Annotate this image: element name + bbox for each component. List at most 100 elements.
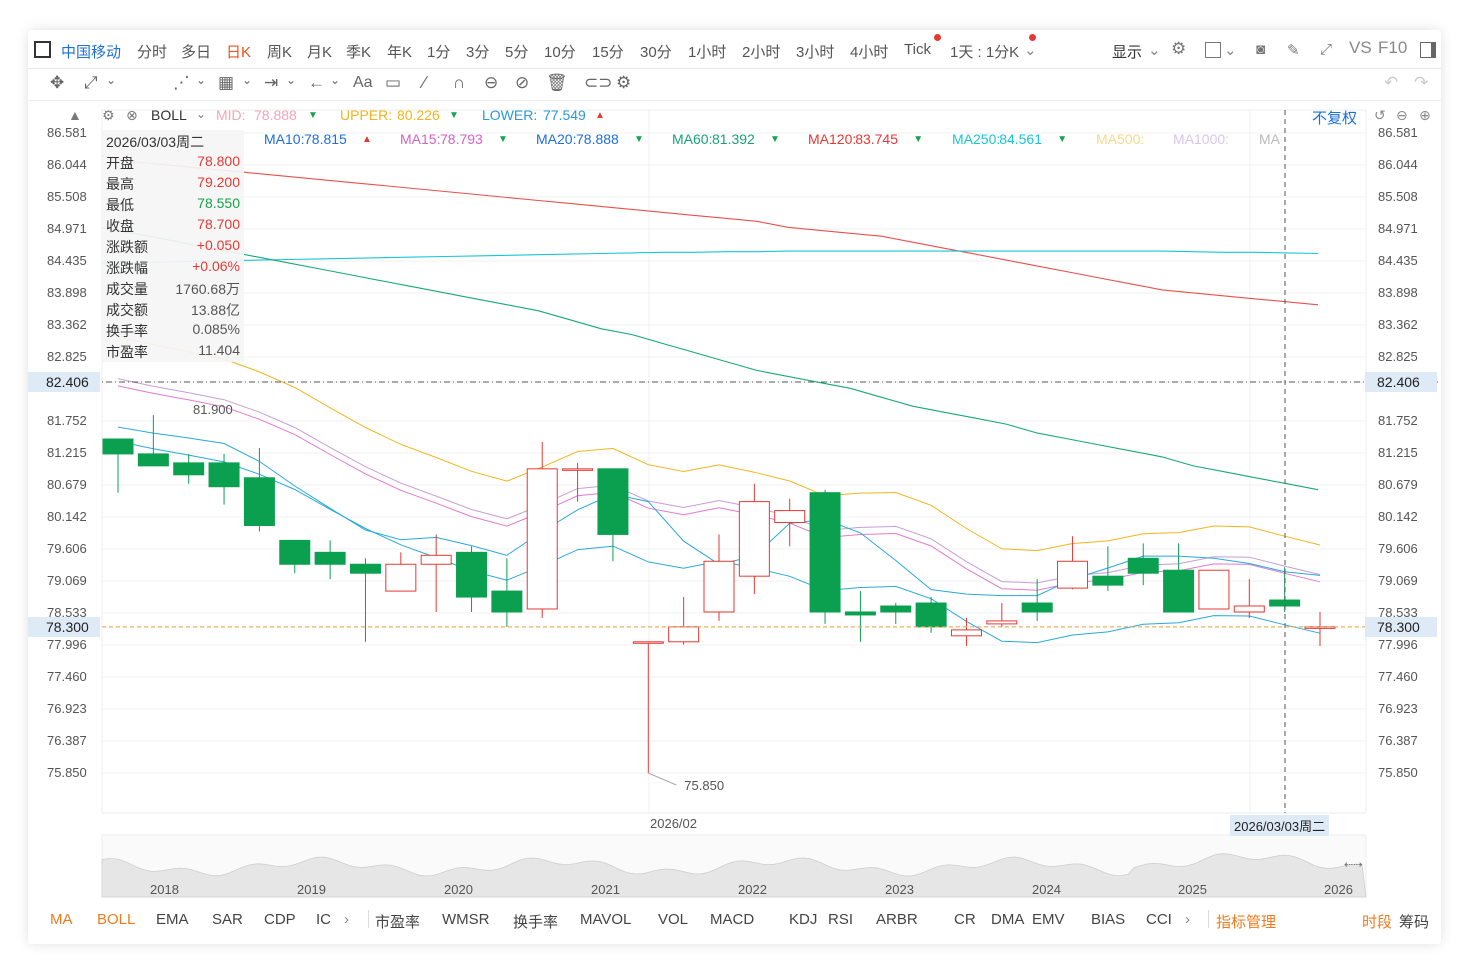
- redo-icon[interactable]: ↷: [1414, 73, 1429, 92]
- layout-icon[interactable]: [1205, 42, 1221, 58]
- reset-icon[interactable]: ↺: [1374, 107, 1386, 123]
- indicator-tab-rsi[interactable]: RSI: [828, 911, 854, 928]
- tab-chips[interactable]: 筹码: [1399, 914, 1430, 931]
- scroll-right-icon-1[interactable]: ›: [344, 911, 349, 928]
- overview-scroll-icon[interactable]: ⇠⇢: [1344, 859, 1363, 871]
- fullscreen-icon[interactable]: ⤢: [1320, 41, 1333, 58]
- indicator-name[interactable]: BOLL: [151, 107, 187, 123]
- zoom-in-icon[interactable]: ⊕: [1419, 107, 1431, 123]
- lock-icon[interactable]: ⊖: [484, 73, 499, 92]
- indicator-tab-ma[interactable]: MA: [50, 911, 73, 928]
- indicator-tab-wmsr[interactable]: WMSR: [442, 911, 490, 928]
- indicator-tab-dma[interactable]: DMA: [991, 911, 1025, 928]
- tab-3hour[interactable]: 3小时: [796, 44, 835, 61]
- chevron-down-icon[interactable]: ⌄: [196, 107, 207, 121]
- tab-year-k[interactable]: 年K: [387, 44, 413, 61]
- undo-icon[interactable]: ↶: [1384, 73, 1399, 92]
- comment-tool-icon[interactable]: ▭: [385, 73, 402, 92]
- text-tool-icon[interactable]: Aa: [353, 74, 373, 91]
- tab-4hour[interactable]: 4小时: [850, 44, 889, 61]
- indicator-tab-mavol[interactable]: MAVOL: [580, 911, 632, 928]
- indicator-tab-cdp[interactable]: CDP: [264, 911, 296, 928]
- indicator-tab-ema[interactable]: EMA: [156, 911, 189, 928]
- y-tick-label: 79.606: [47, 540, 87, 556]
- rights-toggle[interactable]: 不复权: [1312, 110, 1358, 127]
- tab-period[interactable]: 时段: [1362, 914, 1393, 931]
- tab-3min[interactable]: 3分: [466, 44, 490, 61]
- chevron-down-icon[interactable]: ⌄: [242, 73, 253, 87]
- zoom-out-icon[interactable]: ⊖: [1396, 107, 1408, 123]
- chevron-down-icon[interactable]: ⌄: [330, 73, 341, 87]
- crosshair-price-label: 82.406: [1365, 371, 1437, 392]
- ma-value-5: 84.561: [999, 131, 1043, 147]
- tab-10min[interactable]: 10分: [544, 44, 576, 61]
- crosshair-date-label: 2026/03/03周二: [1230, 815, 1330, 836]
- move-icon[interactable]: ✥: [50, 73, 65, 92]
- tab-fenshi[interactable]: 分时: [137, 44, 168, 61]
- period-dropdown[interactable]: 1天 : 1分K: [950, 44, 1020, 61]
- pencil-icon[interactable]: ✎: [1287, 42, 1300, 59]
- chevron-down-icon[interactable]: ⌄: [286, 73, 297, 87]
- indicator-tab-bias[interactable]: BIAS: [1091, 911, 1126, 928]
- panel-toggle-icon[interactable]: [34, 41, 51, 58]
- ma-item-7: MA1000:: [1173, 131, 1230, 147]
- tab-5min[interactable]: 5分: [505, 44, 529, 61]
- chevron-down-icon[interactable]: ⌄: [1024, 42, 1037, 59]
- chevron-down-icon[interactable]: ⌄: [106, 73, 117, 87]
- settings-icon[interactable]: ⚙: [616, 73, 632, 92]
- stock-name[interactable]: 中国移动: [61, 44, 122, 61]
- f10-button[interactable]: F10: [1378, 38, 1408, 57]
- indicator-settings-icon[interactable]: ⚙: [102, 107, 115, 123]
- wave-tool-icon[interactable]: ⋰: [173, 73, 190, 92]
- indicator-tab-cr[interactable]: CR: [954, 911, 976, 928]
- gear-icon[interactable]: ⚙: [1171, 39, 1187, 58]
- indicator-tab-cci[interactable]: CCI: [1146, 911, 1172, 928]
- tab-duori[interactable]: 多日: [181, 44, 212, 61]
- indicator-manage-button[interactable]: 指标管理: [1216, 914, 1277, 931]
- tab-day-k[interactable]: 日K: [226, 44, 252, 61]
- chevron-down-icon[interactable]: ⌄: [1224, 42, 1237, 59]
- indicator-close-icon[interactable]: ⊗: [126, 107, 138, 123]
- arrow-tool-icon[interactable]: ←: [308, 73, 325, 92]
- brush-icon[interactable]: ∕: [423, 73, 426, 92]
- indicator-tab-macd[interactable]: MACD: [710, 911, 755, 928]
- sidebar-toggle-icon[interactable]: [1420, 42, 1436, 58]
- y-tick-label: 84.435: [47, 252, 87, 268]
- hide-icon[interactable]: ⊘: [515, 73, 530, 92]
- chevron-down-icon[interactable]: ⌄: [1148, 42, 1161, 59]
- range-tool-icon[interactable]: ⇥: [264, 73, 279, 92]
- indicator-tab-arbr[interactable]: ARBR: [876, 911, 918, 928]
- tab-1hour[interactable]: 1小时: [688, 44, 727, 61]
- indicator-tab-kdj[interactable]: KDJ: [789, 911, 818, 928]
- fib-tool-icon[interactable]: ▦: [218, 73, 235, 92]
- vs-button[interactable]: VS: [1349, 38, 1372, 57]
- indicator-tab-换手率[interactable]: 换手率: [513, 914, 559, 931]
- tab-1min[interactable]: 1分: [427, 44, 451, 61]
- overview-year-label: 2021: [591, 882, 620, 897]
- trash-icon[interactable]: 🗑: [546, 73, 568, 92]
- chevron-down-icon[interactable]: ⌄: [196, 73, 207, 87]
- display-menu[interactable]: 显示: [1112, 44, 1143, 61]
- ma-line-MA60: [101, 226, 1319, 491]
- line-tool-icon[interactable]: ⤢: [84, 73, 98, 92]
- tab-2hour[interactable]: 2小时: [742, 44, 781, 61]
- indicator-tab-sar[interactable]: SAR: [212, 911, 243, 928]
- tab-week-k[interactable]: 周K: [267, 44, 293, 61]
- link-icon[interactable]: ⊂⊃: [584, 73, 613, 92]
- magnet-icon[interactable]: ∩: [453, 73, 466, 92]
- period-notification-dot: [1029, 34, 1036, 41]
- indicator-tab-vol[interactable]: VOL: [658, 911, 689, 928]
- tab-15min[interactable]: 15分: [592, 44, 624, 61]
- tab-tick[interactable]: Tick: [904, 41, 931, 58]
- indicator-tab-boll[interactable]: BOLL: [97, 911, 136, 928]
- collapse-icon[interactable]: ▲: [68, 107, 82, 123]
- indicator-tab-市盈率[interactable]: 市盈率: [375, 914, 421, 931]
- tab-month-k[interactable]: 月K: [307, 44, 333, 61]
- indicator-tab-ic[interactable]: IC: [316, 911, 331, 928]
- scroll-right-icon-2[interactable]: ›: [1185, 911, 1190, 928]
- kline-chart[interactable]: 81.900 75.850: [28, 30, 1441, 944]
- tab-quarter-k[interactable]: 季K: [346, 44, 372, 61]
- camera-icon[interactable]: ◙: [1256, 41, 1266, 58]
- indicator-tab-emv[interactable]: EMV: [1032, 911, 1065, 928]
- tab-30min[interactable]: 30分: [640, 44, 672, 61]
